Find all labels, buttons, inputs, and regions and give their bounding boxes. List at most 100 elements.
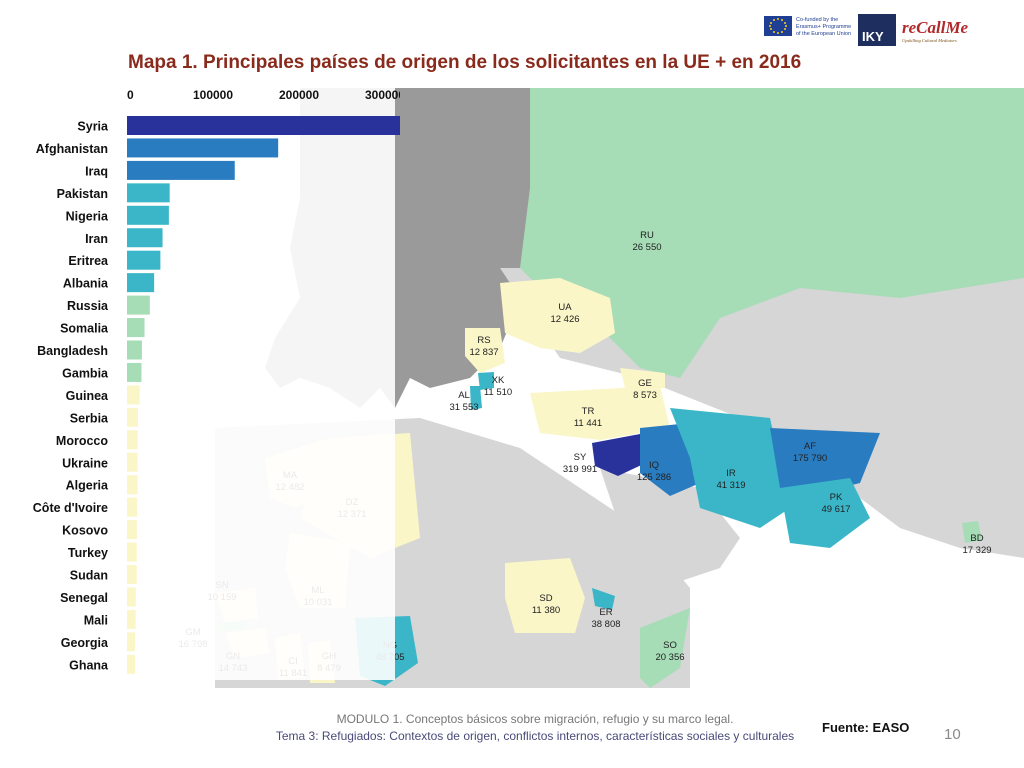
map-label-code: RU [640, 230, 654, 241]
erasmus-text-1: Co-funded by the [796, 17, 838, 23]
bar [127, 475, 138, 495]
region-sy [592, 434, 652, 476]
map-label-value: 49 617 [821, 504, 850, 515]
category-label: Guinea [66, 389, 109, 403]
map-label-value: 319 991 [563, 464, 597, 475]
map-label-code: IR [726, 468, 736, 479]
region-pk [780, 478, 870, 548]
map-label-code: SO [663, 640, 677, 651]
region-ru [520, 88, 1024, 378]
recallme-subtitle: Upskilling Cultural Mediators [902, 38, 957, 43]
category-label: Côte d'Ivoire [33, 501, 108, 515]
map-label-value: 11 441 [574, 418, 602, 429]
x-tick-label: 200000 [279, 88, 319, 102]
bar [127, 340, 142, 360]
map-label-code: AL [458, 390, 470, 401]
map-label-value: 11 510 [484, 387, 512, 398]
map-label-value: 12 837 [469, 347, 498, 358]
region-ua [500, 278, 615, 353]
map-label-code: AF [804, 441, 816, 452]
bar [127, 205, 169, 225]
category-label: Turkey [68, 546, 108, 560]
header-logos: Co-funded by the Erasmus+ Programme of t… [760, 10, 1000, 50]
scandinavia-land [400, 88, 520, 238]
map-label-code: GE [638, 378, 652, 389]
region-so [640, 608, 690, 688]
category-label: Afghanistan [36, 142, 108, 156]
region-al [470, 386, 482, 410]
category-label: Pakistan [57, 187, 108, 201]
category-labels: Syria Afghanistan Iraq Pakistan Nigeria Iran E… [33, 120, 109, 673]
bar [127, 497, 138, 517]
map-label-value: 175 790 [793, 453, 827, 464]
bar [127, 250, 161, 270]
category-label: Senegal [60, 591, 108, 605]
category-label: Gambia [62, 366, 109, 380]
map-label-code: UA [558, 302, 572, 313]
map-label-value: 12 426 [550, 314, 579, 325]
bar [127, 318, 145, 338]
category-label: Russia [67, 299, 109, 313]
bar [127, 295, 150, 315]
map-label-value: 41 319 [716, 480, 745, 491]
category-label: Mali [84, 613, 108, 627]
category-label: Kosovo [62, 524, 108, 538]
bar [127, 385, 140, 405]
iky-logo-text: IKY [862, 29, 884, 44]
category-label: Iraq [85, 164, 108, 178]
x-tick-label: 300000 [365, 88, 400, 102]
map-label-value: 17 329 [962, 545, 991, 556]
region-rs [465, 328, 505, 373]
region-tr [530, 386, 670, 440]
map-label-value: 125 286 [637, 472, 671, 483]
bar-chart: 0 100000 200000 300000 Syria Afghanistan Iraq… [0, 80, 400, 680]
eu-flag-icon [764, 16, 792, 36]
bar [127, 565, 137, 584]
bar [127, 362, 142, 382]
map-label-value: 20 356 [655, 652, 684, 663]
map-label-value: 11 380 [532, 605, 560, 616]
category-label: Eritrea [68, 254, 109, 268]
bar [127, 228, 163, 248]
category-label: Somalia [60, 322, 109, 336]
x-tick-label: 0 [127, 88, 134, 102]
bar [127, 520, 137, 540]
region-af [770, 428, 880, 493]
map-label-value: 31 553 [449, 402, 478, 413]
category-label: Serbia [70, 411, 109, 425]
category-label: Ghana [69, 658, 109, 672]
erasmus-text-3: of the European Union [796, 31, 851, 37]
bar [127, 273, 155, 293]
recallme-text: reCallMe [902, 18, 969, 37]
chart-background [0, 80, 395, 680]
bar [127, 452, 138, 472]
bar [127, 407, 139, 427]
map-label-code: SD [539, 593, 552, 604]
source-label: Fuente: EASO [822, 720, 910, 735]
map-label-code: XK [492, 375, 505, 386]
erasmus-text-2: Erasmus+ Programme [796, 24, 851, 30]
category-label: Algeria [66, 479, 109, 493]
bar-series [127, 116, 400, 674]
map-label-code: TR [582, 406, 595, 417]
map-label-code: ER [599, 607, 612, 618]
bar [127, 587, 136, 607]
map-label-code: PK [830, 492, 843, 503]
category-label: Bangladesh [37, 344, 108, 358]
bar [127, 430, 138, 450]
region-xk [478, 372, 494, 390]
footer-module: MODULO 1. Conceptos básicos sobre migrac… [336, 712, 734, 726]
map-label-code: IQ [649, 460, 659, 471]
recallme-logo: reCallMe Upskilling Cultural Mediators [902, 18, 969, 43]
category-label: Ukraine [62, 456, 108, 470]
category-label: Nigeria [66, 209, 109, 223]
region-ge [620, 368, 665, 388]
iky-logo: IKY [858, 14, 896, 46]
page-title: Mapa 1. Principales países de origen de … [128, 52, 802, 73]
page-number: 10 [944, 726, 961, 743]
map-label-code: RS [477, 335, 490, 346]
bar [127, 654, 135, 674]
category-label: Syria [77, 120, 109, 134]
x-axis-ticks: 0 100000 200000 300000 [127, 88, 400, 102]
category-label: Iran [85, 232, 108, 246]
